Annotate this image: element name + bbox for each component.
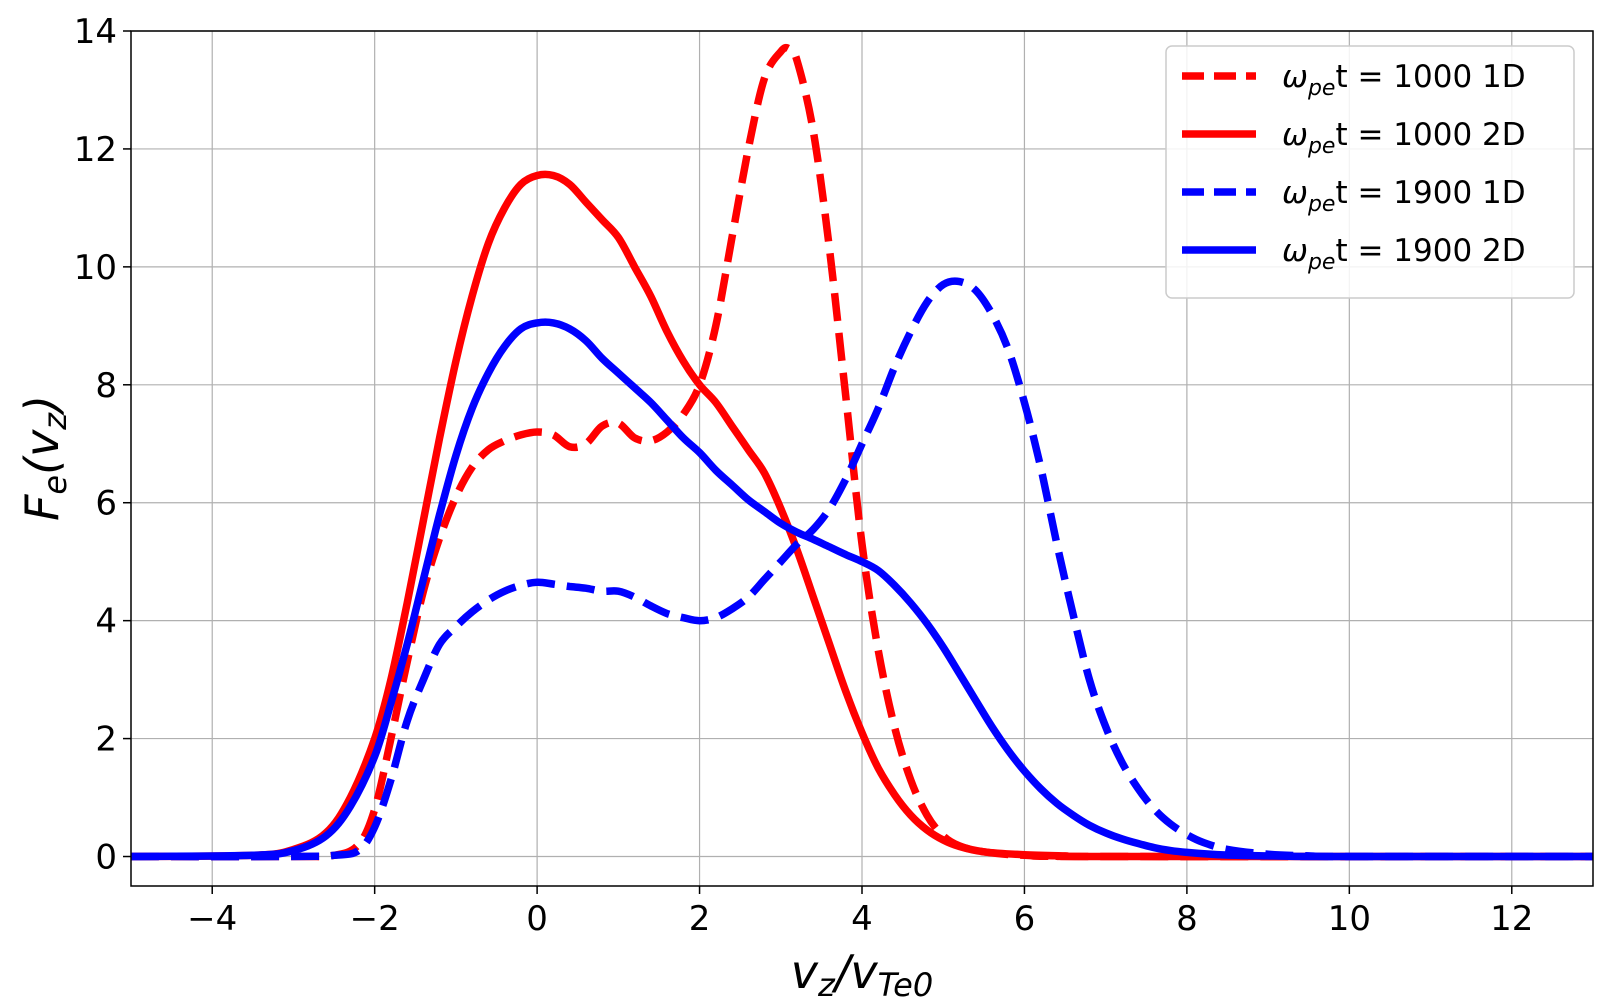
x-tick-label: 12 — [1490, 899, 1533, 939]
x-axis-ticks: −4 −2 0 2 4 6 8 10 12 — [187, 886, 1533, 939]
x-tick-label: 8 — [1176, 899, 1198, 939]
y-axis-ticks: 0 2 4 6 8 10 12 14 — [74, 12, 131, 878]
series-1000-1d — [131, 43, 1593, 861]
y-tick-label: 0 — [95, 838, 117, 878]
y-tick-label: 4 — [95, 602, 117, 642]
legend-entry-1000-1d: ωpet = 1000 1D — [1182, 59, 1526, 101]
y-tick-label: 12 — [74, 130, 117, 170]
x-tick-label: 0 — [526, 899, 548, 939]
y-axis-label: Fe(vz) — [15, 395, 74, 521]
y-tick-label: 10 — [74, 248, 117, 288]
y-tick-label: 6 — [95, 484, 117, 524]
x-tick-label: −4 — [187, 899, 237, 939]
legend-entry-1900-1d: ωpet = 1900 1D — [1182, 175, 1526, 217]
legend-label: ωpet = 1900 1D — [1282, 175, 1526, 217]
legend-entry-1900-2d: ωpet = 1900 2D — [1182, 233, 1526, 275]
x-axis-label: vz/vTe0 — [791, 945, 933, 1000]
y-tick-label: 8 — [95, 366, 117, 406]
y-tick-label: 14 — [74, 12, 117, 52]
legend-label: ωpet = 1000 2D — [1282, 117, 1526, 159]
plot-area — [131, 43, 1593, 861]
x-tick-label: −2 — [350, 899, 400, 939]
x-tick-label: 4 — [851, 899, 873, 939]
y-tick-label: 2 — [95, 720, 117, 760]
x-tick-label: 6 — [1014, 899, 1036, 939]
x-tick-label: 2 — [689, 899, 711, 939]
x-tick-label: 10 — [1328, 899, 1371, 939]
legend-label: ωpet = 1000 1D — [1282, 59, 1526, 101]
series-1900-1d — [131, 277, 1593, 861]
series-1900-2d — [131, 318, 1593, 861]
legend-entry-1000-2d: ωpet = 1000 2D — [1182, 117, 1526, 159]
series-1000-2d — [131, 170, 1593, 861]
legend-box — [1165, 45, 1575, 299]
legend: ωpet = 1000 1D ωpet = 1000 2D ωpet = 1900 … — [1165, 45, 1575, 299]
legend-label: ωpet = 1900 2D — [1282, 233, 1526, 275]
